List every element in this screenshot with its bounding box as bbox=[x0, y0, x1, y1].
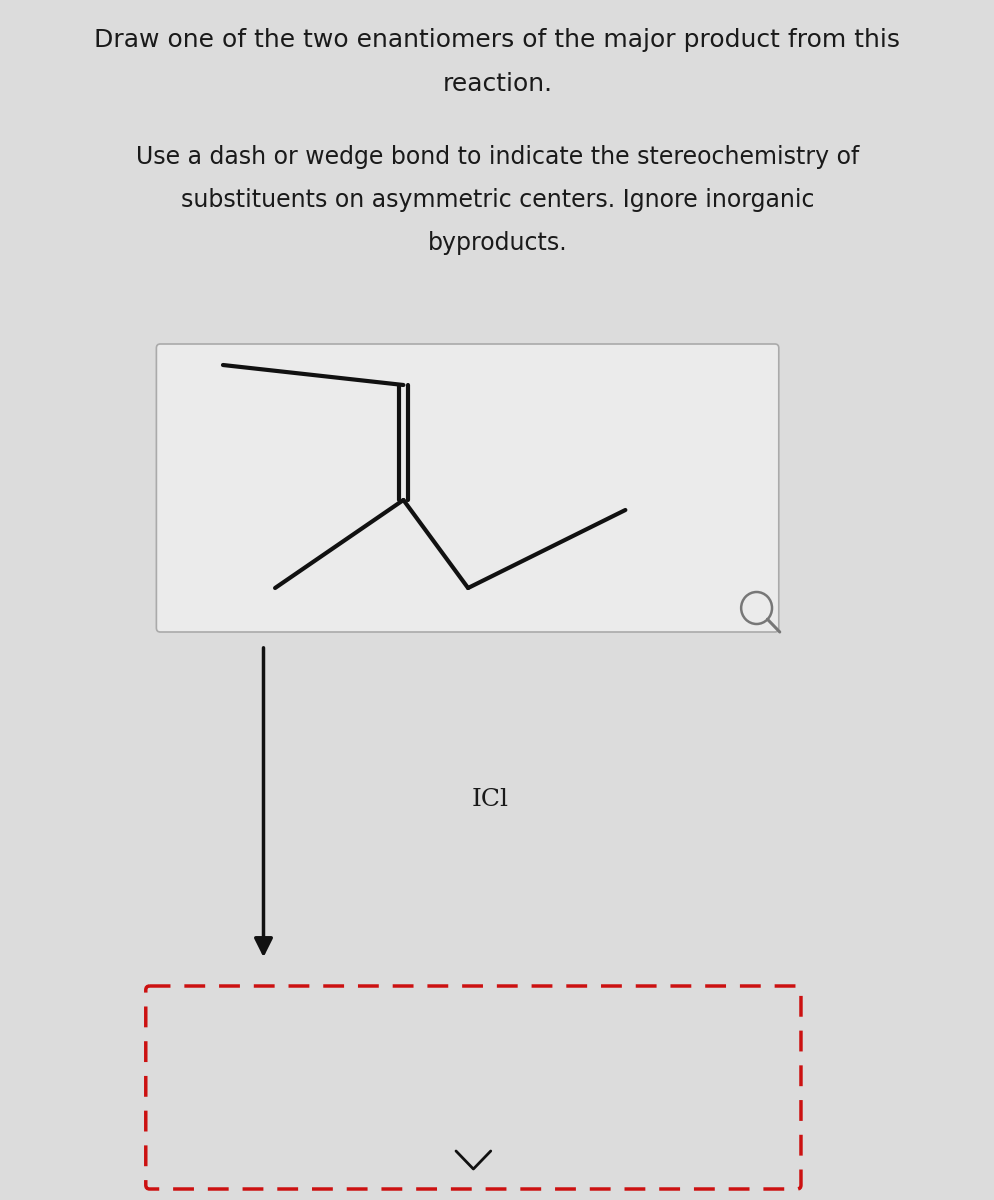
FancyBboxPatch shape bbox=[146, 986, 800, 1189]
Text: reaction.: reaction. bbox=[442, 72, 552, 96]
Text: byproducts.: byproducts. bbox=[427, 230, 567, 254]
Text: substituents on asymmetric centers. Ignore inorganic: substituents on asymmetric centers. Igno… bbox=[181, 188, 813, 212]
Text: Draw one of the two enantiomers of the major product from this: Draw one of the two enantiomers of the m… bbox=[94, 28, 900, 52]
Text: ICl: ICl bbox=[471, 788, 508, 811]
FancyBboxPatch shape bbox=[156, 344, 778, 632]
Text: Use a dash or wedge bond to indicate the stereochemistry of: Use a dash or wedge bond to indicate the… bbox=[135, 145, 859, 169]
